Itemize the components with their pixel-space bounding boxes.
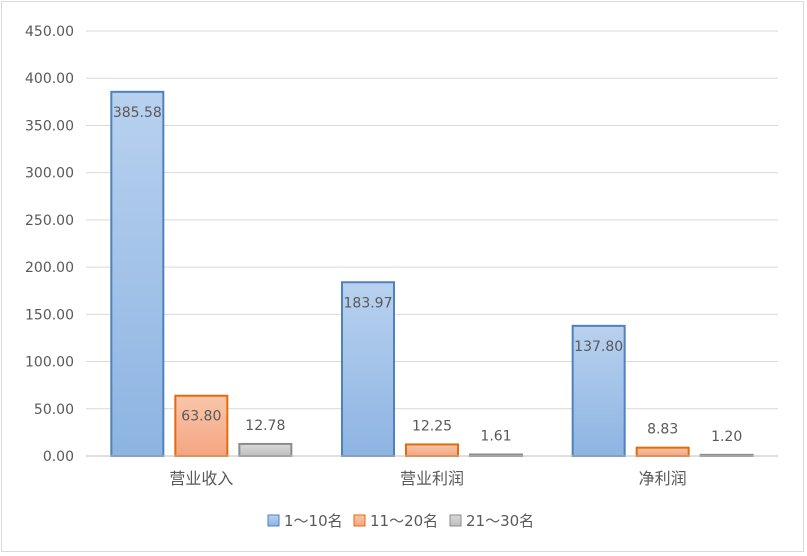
bar (571, 324, 626, 457)
y-tick-label: 450.00 (25, 24, 74, 40)
y-tick-label: 200.00 (25, 260, 74, 276)
data-label: 12.25 (412, 418, 452, 434)
data-label: 183.97 (344, 295, 393, 311)
x-category-label: 营业利润 (400, 469, 464, 488)
data-label: 12.78 (245, 418, 285, 434)
y-axis-ticks: 0.00 50.00 100.00 150.00 200.00 250.00 300.00 3… (25, 24, 74, 465)
y-tick-label: 400.00 (25, 71, 74, 87)
legend-label: 11～20名 (370, 512, 438, 530)
bars (110, 90, 754, 458)
data-labels: 385.58 63.80 12.78 183.97 12.25 1.61 137.80 8.8… (113, 105, 742, 445)
bar (405, 443, 459, 457)
y-tick-label: 50.00 (34, 402, 74, 418)
y-tick-label: 150.00 (25, 307, 74, 323)
x-axis-categories: 营业收入 营业利润 净利润 (169, 469, 686, 488)
y-tick-label: 100.00 (25, 355, 74, 371)
data-label: 1.20 (711, 429, 742, 445)
data-label: 8.83 (647, 422, 678, 438)
legend-label: 1～10名 (284, 512, 343, 530)
grid-lines (86, 30, 778, 410)
bar (635, 446, 690, 457)
y-tick-label: 0.00 (43, 449, 74, 465)
legend: 1～10名 11～20名 21～30名 (267, 512, 534, 530)
y-tick-label: 250.00 (25, 213, 74, 229)
legend-swatch (449, 514, 462, 527)
data-label: 1.61 (480, 428, 511, 444)
data-label: 385.58 (113, 105, 162, 121)
bar (110, 90, 165, 457)
bar (238, 442, 293, 457)
data-label: 63.80 (181, 409, 221, 425)
x-category-label: 净利润 (639, 469, 687, 488)
bar (174, 394, 229, 457)
x-category-label: 营业收入 (169, 469, 233, 488)
y-tick-label: 300.00 (25, 166, 74, 182)
legend-swatch (353, 514, 366, 527)
legend-swatch (267, 514, 280, 527)
bar (341, 281, 395, 457)
data-label: 137.80 (574, 339, 623, 355)
legend-label: 21～30名 (466, 512, 534, 530)
y-tick-label: 350.00 (25, 118, 74, 134)
